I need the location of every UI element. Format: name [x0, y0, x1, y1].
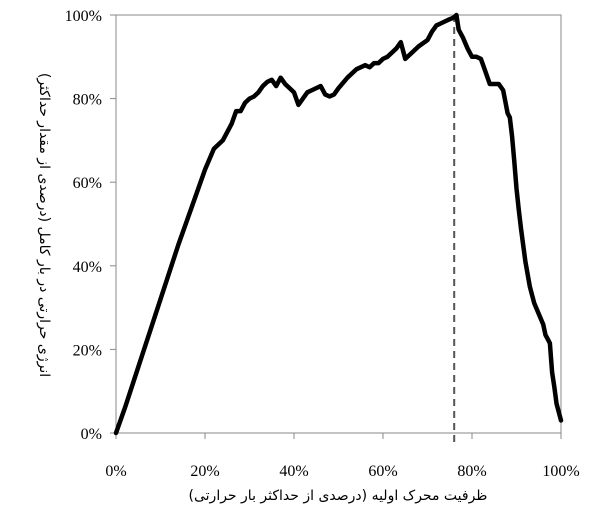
x-tick-label: 100%: [542, 463, 579, 480]
y-tick-label: 20%: [73, 342, 102, 359]
plot-area: [115, 14, 562, 434]
y-axis-title: انرژی حرارتی در بار کامل (درصدی از مقدار…: [36, 73, 52, 377]
x-tick-label: 20%: [190, 463, 219, 480]
plot-frame: [115, 14, 562, 434]
y-tick-label: 0%: [81, 426, 102, 443]
axis-ticks: 0% 20% 40% 60% 80% 100% 0% 20% 40% 60% 80% 100%: [65, 8, 580, 480]
x-axis-title: ظرفیت محرک اولیه (درصدی از حداکثر بار حر…: [189, 488, 488, 504]
x-tick-label: 60%: [368, 463, 397, 480]
y-tick-label: 40%: [73, 259, 102, 276]
x-tick-label: 80%: [457, 463, 486, 480]
y-tick-label: 60%: [73, 175, 102, 192]
y-tick-label: 80%: [73, 92, 102, 109]
x-tick-label: 0%: [105, 463, 126, 480]
x-tick-label: 40%: [279, 463, 308, 480]
y-tick-label: 100%: [65, 8, 102, 25]
series-line: [113, 12, 564, 436]
